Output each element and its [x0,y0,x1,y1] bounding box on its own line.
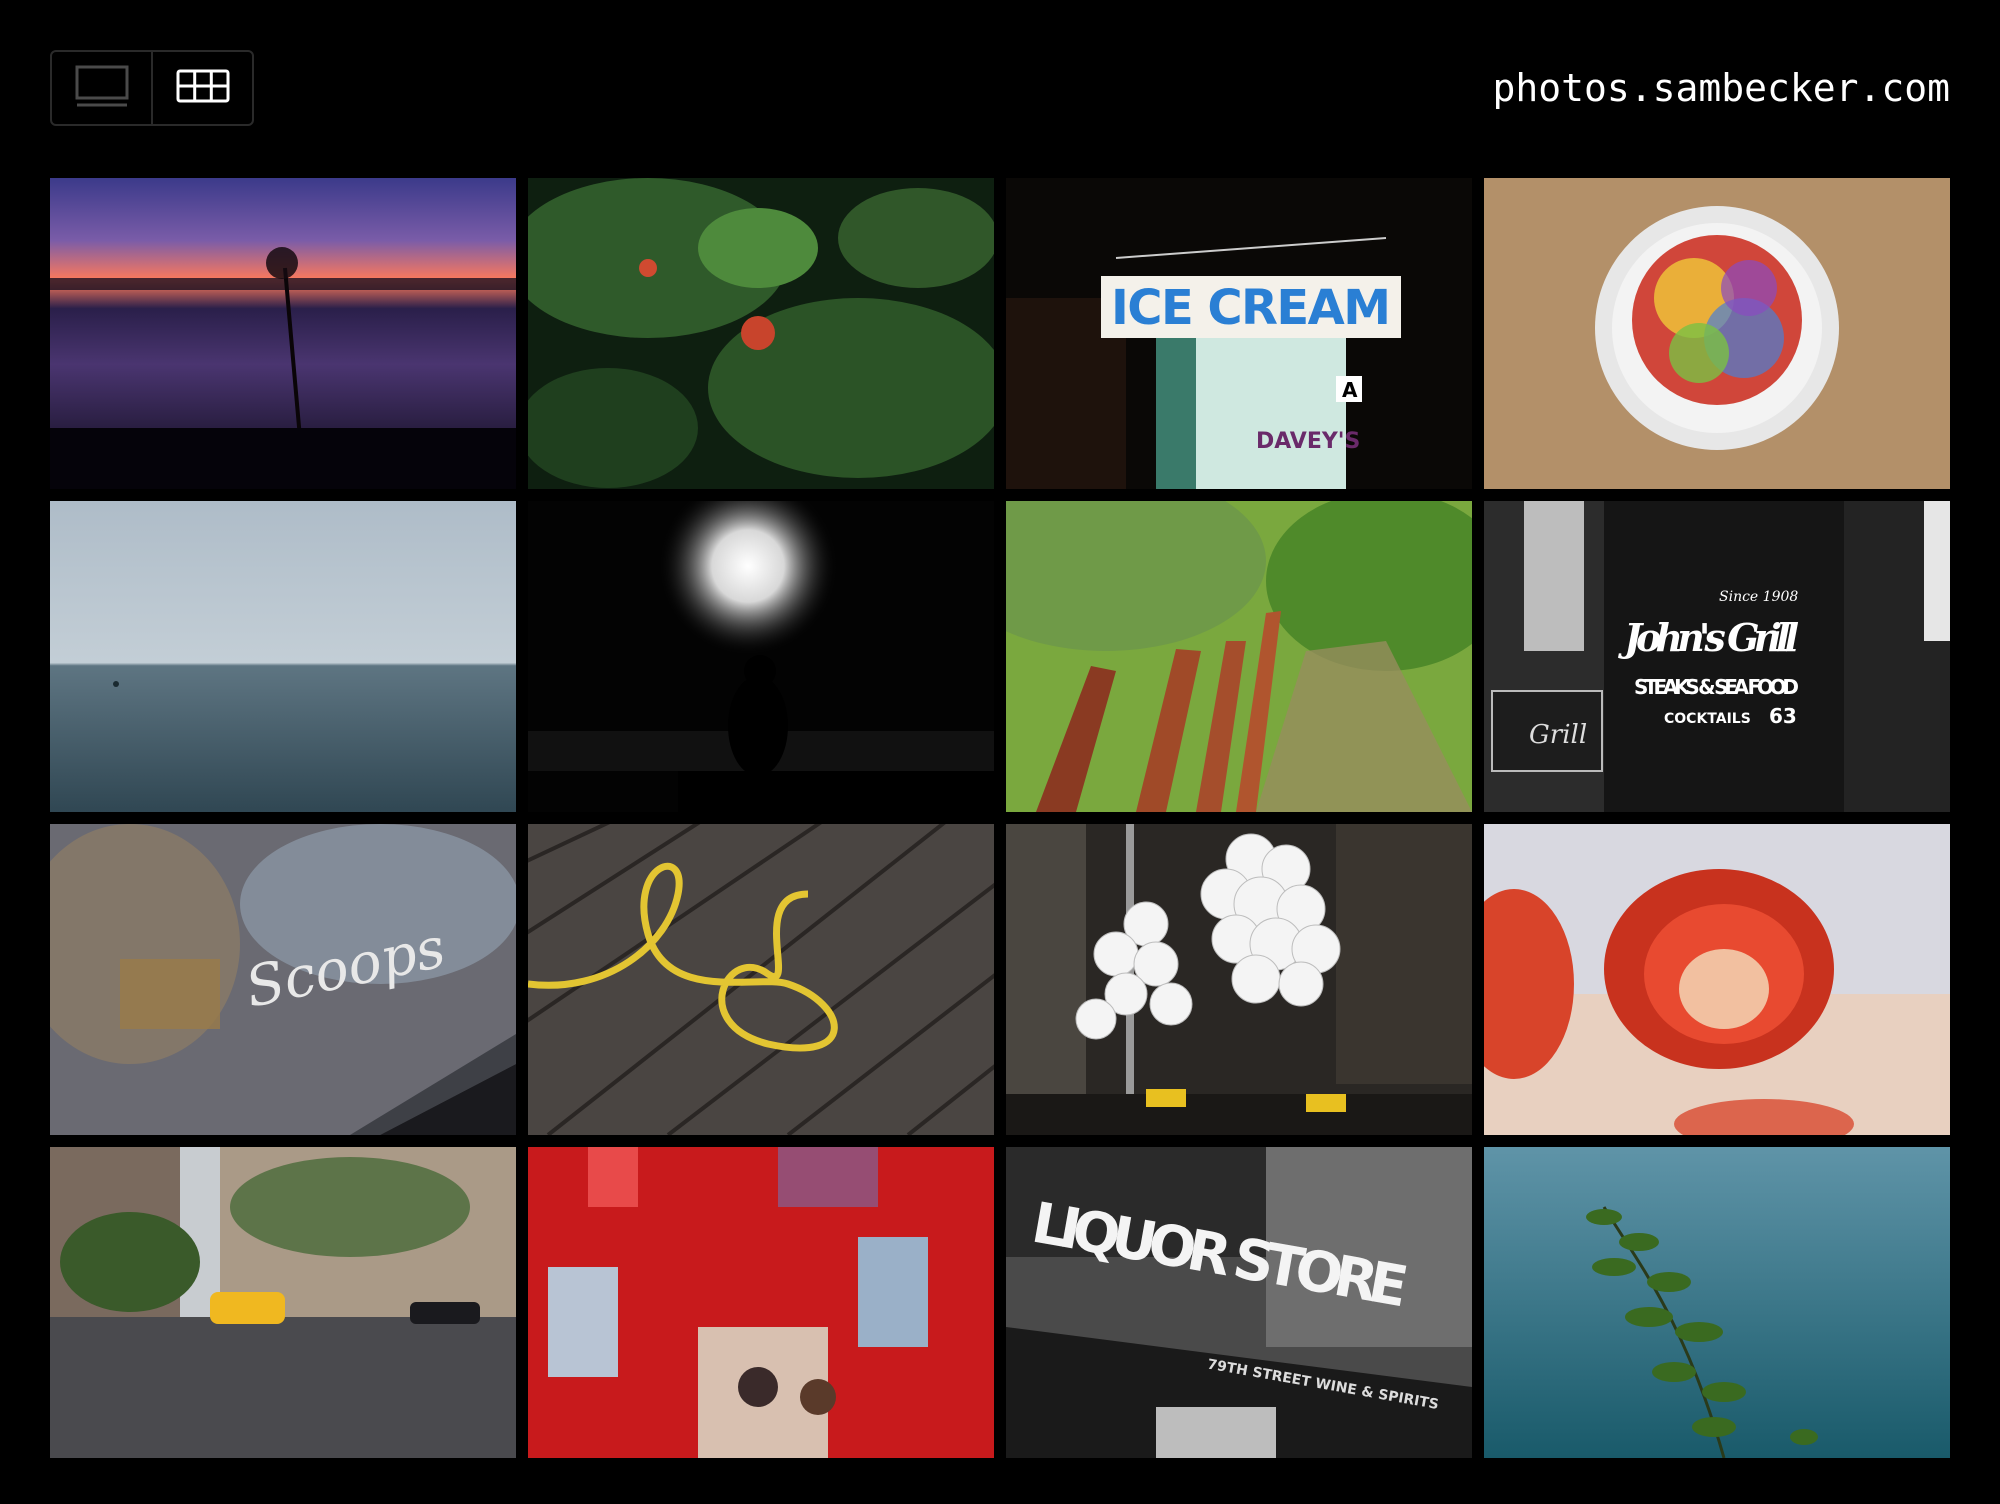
johns-grill-name-text: John's Grill [1618,615,1799,660]
photo-leaf-over-water[interactable] [1484,1147,1950,1458]
photo-ice-cream-shop[interactable]: ICE CREAM DAVEY'S A [1006,178,1472,489]
single-frame-icon [74,64,130,112]
photo-blurred-fence-path[interactable] [1006,501,1472,812]
ice-cream-sign-text: ICE CREAM [1111,280,1391,336]
full-frame-view-button[interactable] [52,52,151,124]
view-toggle [50,50,254,126]
photo-yellow-cable-deck[interactable] [528,824,994,1135]
shop-window-text: DAVEY'S [1256,429,1360,454]
subway-letter: A [1342,378,1358,402]
grill-side-sign-text: Grill [1529,720,1587,750]
photo-cereal-bowl[interactable] [1484,178,1950,489]
photo-johns-grill-sign[interactable]: Since 1908 John's Grill STEAKS & SEA FOO… [1484,501,1950,812]
johns-grill-small-text: COCKTAILS [1664,711,1751,727]
photo-strawberry-plant[interactable] [528,178,994,489]
photo-grid: ICE CREAM DAVEY'S A [50,178,1950,1458]
photo-liquor-store[interactable]: LIQUOR STORE 79TH STREET WINE & SPIRITS [1006,1147,1472,1458]
johns-grill-number-text: 63 [1769,704,1797,728]
photo-ocean-horizon[interactable] [50,501,516,812]
photo-red-sculpture[interactable] [528,1147,994,1458]
johns-grill-since-text: Since 1908 [1719,589,1798,605]
grid-icon [176,69,230,107]
grid-view-button[interactable] [151,52,252,124]
photo-white-balloons[interactable] [1006,824,1472,1135]
photo-tomato[interactable] [1484,824,1950,1135]
site-title-link[interactable]: photos.sambecker.com [1492,66,1950,110]
photo-yellow-taxi-street[interactable] [50,1147,516,1458]
photo-fireworks[interactable] [528,501,994,812]
photo-dandelion-sunset[interactable] [50,178,516,489]
johns-grill-sub-text: STEAKS & SEA FOOD [1634,675,1799,699]
photo-scoops-window[interactable]: Scoops [50,824,516,1135]
